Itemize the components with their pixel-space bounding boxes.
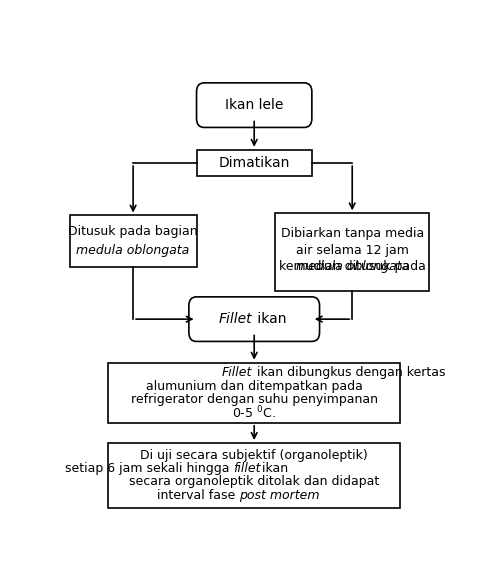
Text: Fillet: Fillet — [219, 312, 252, 326]
Text: Dibiarkan tanpa media: Dibiarkan tanpa media — [281, 228, 424, 240]
Text: air selama 12 jam: air selama 12 jam — [296, 244, 409, 256]
FancyBboxPatch shape — [189, 297, 319, 342]
Text: kemudian ditusuk pada: kemudian ditusuk pada — [279, 259, 426, 273]
Text: secara organoleptik ditolak dan didapat: secara organoleptik ditolak dan didapat — [129, 475, 379, 488]
Text: medula oblongata: medula oblongata — [296, 259, 409, 273]
Text: ikan: ikan — [258, 462, 289, 475]
Text: interval fase: interval fase — [157, 489, 239, 502]
Text: Ikan lele: Ikan lele — [225, 98, 283, 112]
FancyBboxPatch shape — [196, 83, 312, 127]
Text: ikan dibungkus dengan kertas: ikan dibungkus dengan kertas — [253, 366, 446, 379]
Text: refrigerator dengan suhu penyimpanan: refrigerator dengan suhu penyimpanan — [131, 393, 377, 406]
Text: fillet: fillet — [233, 462, 260, 475]
Text: alumunium dan ditempatkan pada: alumunium dan ditempatkan pada — [146, 379, 363, 393]
FancyBboxPatch shape — [108, 443, 400, 508]
FancyBboxPatch shape — [108, 362, 400, 423]
FancyBboxPatch shape — [275, 213, 429, 291]
Text: ikan: ikan — [253, 312, 287, 326]
Text: setiap 6 jam sekali hingga: setiap 6 jam sekali hingga — [64, 462, 233, 475]
FancyBboxPatch shape — [69, 215, 196, 267]
Text: post mortem: post mortem — [239, 489, 319, 502]
Text: Fillet: Fillet — [222, 366, 252, 379]
Text: Di uji secara subjektif (organoleptik): Di uji secara subjektif (organoleptik) — [140, 449, 368, 461]
Text: 0-5 $^0$C.: 0-5 $^0$C. — [232, 405, 276, 421]
Text: Ditusuk pada bagian: Ditusuk pada bagian — [68, 225, 198, 238]
Text: medula oblongata: medula oblongata — [76, 244, 190, 258]
FancyBboxPatch shape — [196, 150, 312, 177]
Text: Dimatikan: Dimatikan — [219, 156, 290, 170]
